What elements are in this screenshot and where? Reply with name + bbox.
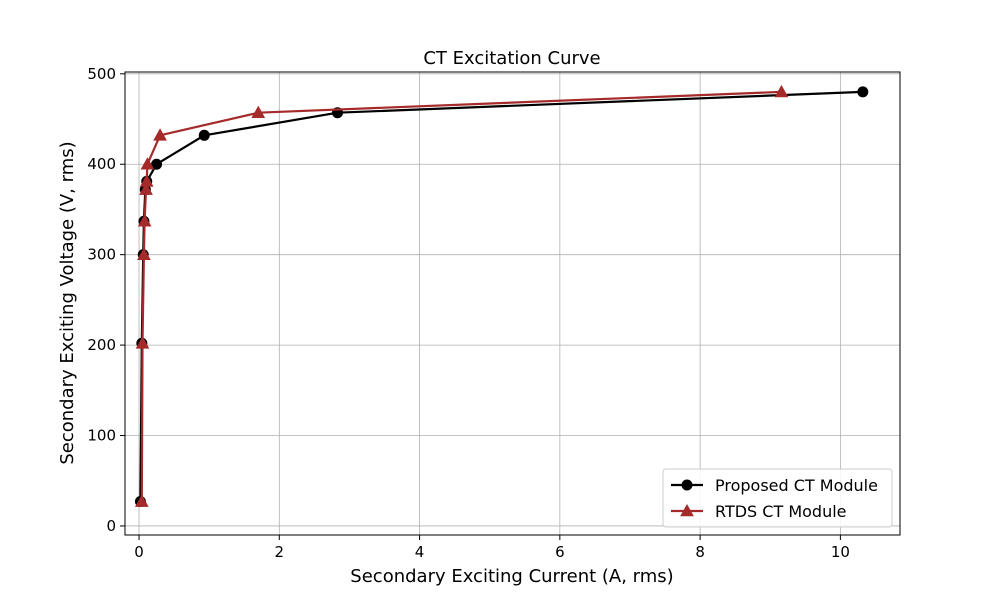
- x-tick-label: 8: [695, 543, 705, 561]
- legend-swatch-marker: [680, 503, 694, 517]
- legend-swatch-marker: [681, 479, 693, 491]
- plot-frame: [124, 71, 901, 536]
- x-axis-title: Secondary Exciting Current (A, rms): [350, 566, 673, 587]
- y-tick-label: 0: [106, 517, 116, 535]
- data-point: [198, 129, 210, 141]
- y-axis-title: Secondary Exciting Voltage (V, rms): [57, 141, 78, 464]
- data-point: [151, 158, 163, 170]
- series-line: [139, 90, 863, 502]
- x-tick-label: 10: [831, 543, 850, 561]
- legend: Proposed CT Module RTDS CT Module: [662, 468, 893, 528]
- legend-entry-label: RTDS CT Module: [715, 502, 847, 521]
- data-point: [139, 174, 154, 187]
- chart-title: CT Excitation Curve: [423, 48, 600, 69]
- data-point: [134, 494, 149, 507]
- data-point: [857, 86, 869, 98]
- data-point: [137, 247, 151, 260]
- data-point: [139, 182, 153, 195]
- x-tick-label: 4: [415, 543, 425, 561]
- data-point: [137, 214, 152, 227]
- x-tick-label: 0: [134, 543, 144, 561]
- y-tick-label: 300: [87, 246, 116, 264]
- y-tick-label: 200: [87, 336, 116, 354]
- x-tick-label: 2: [275, 543, 285, 561]
- legend-box: [662, 468, 893, 528]
- data-point: [251, 105, 266, 118]
- y-tick-label: 100: [87, 427, 116, 445]
- y-tick-label: 400: [87, 155, 116, 173]
- y-tick-label: 500: [87, 65, 116, 83]
- series-2: [134, 84, 789, 507]
- data-point: [135, 336, 150, 349]
- data-point: [774, 84, 789, 98]
- grid: [125, 72, 900, 535]
- legend-entry-label: Proposed CT Module: [715, 476, 878, 495]
- series-line: [140, 90, 782, 502]
- series-1: [134, 86, 869, 508]
- data-point: [153, 128, 167, 141]
- series-layer: [134, 84, 869, 508]
- x-tick-label: 6: [555, 543, 565, 561]
- data-point: [140, 157, 155, 170]
